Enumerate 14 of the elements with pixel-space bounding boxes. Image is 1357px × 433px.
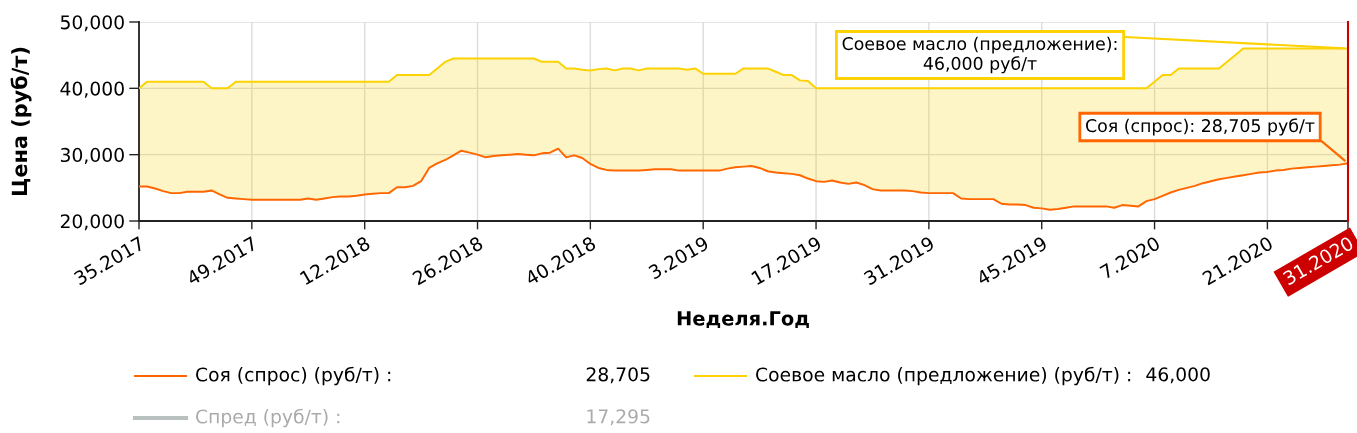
text: 46,000 [1146,367,1210,384]
y-tick-label: 50,000 [60,15,124,32]
y-tick-label: 40,000 [60,81,124,98]
legend-label: Спред (руб/т) : [196,408,340,428]
text: 28,705 [586,367,650,384]
legend-label: Соя (спрос) (руб/т) : [196,366,391,386]
text: 17,295 [587,409,650,426]
annotation: Соевое масло (предложение): 46,000 руб/т [842,36,1117,74]
y-axis-title: Цена (руб/т) [10,47,32,196]
annotation: Соя (спрос): 28,705 руб/т [1086,118,1315,136]
x-axis-title: Неделя.Год [677,311,809,329]
legend-label: Соевое масло (предложение) (руб/т) : [756,366,1131,386]
y-tick-label: 20,000 [60,214,124,231]
y-tick-label: 30,000 [60,147,124,164]
